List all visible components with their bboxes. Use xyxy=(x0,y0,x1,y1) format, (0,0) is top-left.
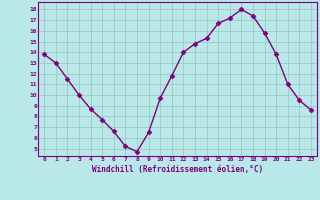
X-axis label: Windchill (Refroidissement éolien,°C): Windchill (Refroidissement éolien,°C) xyxy=(92,165,263,174)
